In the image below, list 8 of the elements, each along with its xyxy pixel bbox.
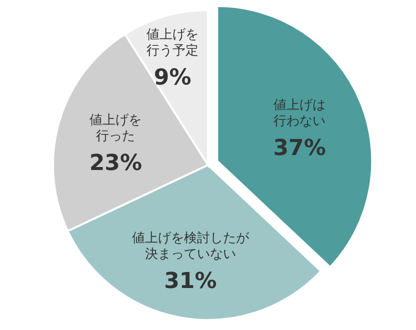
data-label: 9% — [154, 65, 192, 90]
data-label: 37% — [273, 136, 326, 162]
slice-label: 値上げを行う予定 — [146, 27, 199, 58]
slice-label: 値上げは行わない — [274, 98, 326, 130]
slice-label: 値上げを行った — [90, 113, 142, 144]
slice-label: 値上げを検討したが決まっていない — [132, 230, 250, 262]
data-label: 31% — [164, 268, 217, 294]
data-label: 23% — [89, 151, 142, 176]
